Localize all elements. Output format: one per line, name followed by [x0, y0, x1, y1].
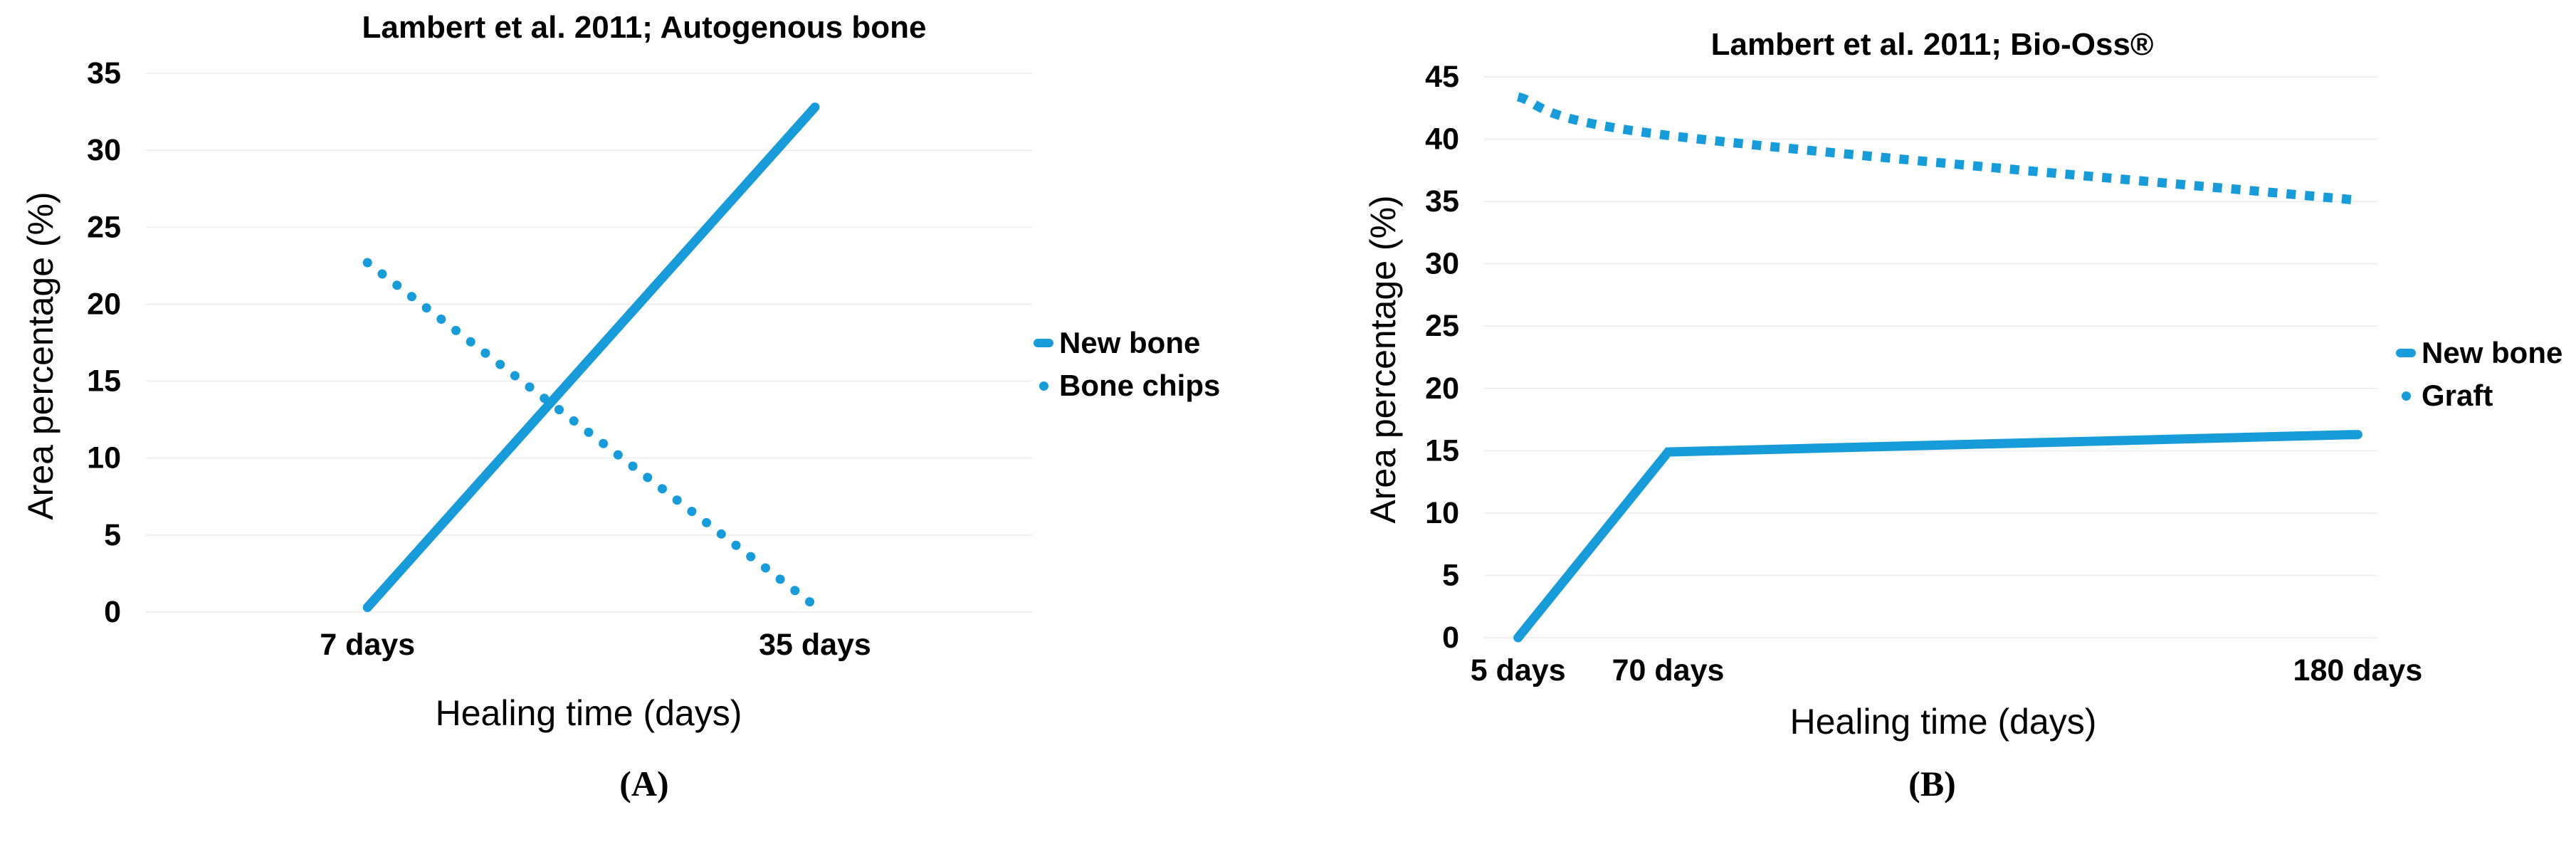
legend-item-new-bone: New bone [1034, 322, 1220, 364]
y-tick-label: 10 [1425, 496, 1459, 530]
y-tick-label: 10 [87, 441, 121, 475]
legend-dash-icon [2396, 349, 2416, 357]
y-tick-label: 15 [1425, 433, 1459, 468]
y-tick-label: 35 [1425, 184, 1459, 218]
legend-item-new-bone: New bone [2396, 332, 2562, 374]
x-tick-label: 35 days [759, 628, 871, 662]
legend: New bone Graft [2396, 332, 2562, 417]
y-axis-title: Area percentage (%) [1363, 195, 1403, 524]
x-axis-title: Healing time (days) [1789, 702, 2097, 742]
legend-item-graft: Graft [2396, 374, 2562, 417]
x-axis-title: Healing time (days) [435, 693, 742, 733]
y-tick-label: 15 [87, 364, 121, 399]
legend-label: New bone [2422, 336, 2563, 369]
y-tick-label: 25 [1425, 309, 1459, 343]
chart-title: Lambert et al. 2011; Autogenous bone [362, 10, 927, 45]
series-line-new-bone [362, 102, 820, 613]
x-tick-label: 5 days [1471, 653, 1566, 687]
y-tick-label: 5 [1442, 558, 1459, 592]
legend-item-bone-chips: Bone chips [1034, 364, 1220, 407]
series-line-graft [1516, 92, 2358, 205]
line-chart: 0 5 10 15 20 25 30 35 7 days 35 days [87, 56, 1032, 662]
caption-b: (B) [1908, 764, 1956, 803]
y-tick-label: 45 [1425, 60, 1459, 94]
chart-panel-a: Lambert et al. 2011; Autogenous bone 0 5 1… [21, 10, 1220, 803]
legend-dot-icon [2396, 391, 2416, 401]
line-chart: 0 5 10 15 20 25 30 35 40 45 5 days 70 days 180 days [1425, 60, 2423, 687]
chart-title: Lambert et al. 2011; Bio-Oss® [1710, 27, 2154, 62]
y-tick-label: 30 [1425, 247, 1459, 281]
legend: New bone Bone chips [1034, 322, 1220, 407]
y-tick-label: 30 [87, 133, 121, 167]
y-tick-label: 35 [87, 56, 121, 90]
chart-panel-b: Lambert et al. 2011; Bio-Oss® 0 5 10 15 20 25… [1288, 0, 2576, 859]
legend-dash-icon [1034, 339, 1053, 347]
y-axis-title: Area percentage (%) [21, 191, 61, 520]
y-tick-label: 0 [1442, 621, 1459, 655]
legend-label: Bone chips [1059, 369, 1221, 402]
y-tick-label: 20 [87, 287, 121, 321]
y-tick-label: 5 [104, 518, 121, 552]
x-tick-label: 70 days [1612, 653, 1725, 687]
x-tick-label: 180 days [2293, 653, 2423, 687]
x-tick-label: 7 days [320, 628, 415, 662]
series-line-bone-chips [362, 258, 820, 611]
y-tick-label: 25 [87, 210, 121, 244]
y-tick-label: 0 [104, 595, 121, 629]
y-tick-label: 40 [1425, 122, 1459, 157]
legend-label: New bone [1059, 326, 1201, 359]
legend-label: Graft [2422, 379, 2493, 412]
caption-a: (A) [619, 764, 669, 803]
legend-dot-icon [1034, 381, 1053, 391]
y-tick-label: 20 [1425, 371, 1459, 406]
series-line-new-bone [1513, 430, 2362, 643]
